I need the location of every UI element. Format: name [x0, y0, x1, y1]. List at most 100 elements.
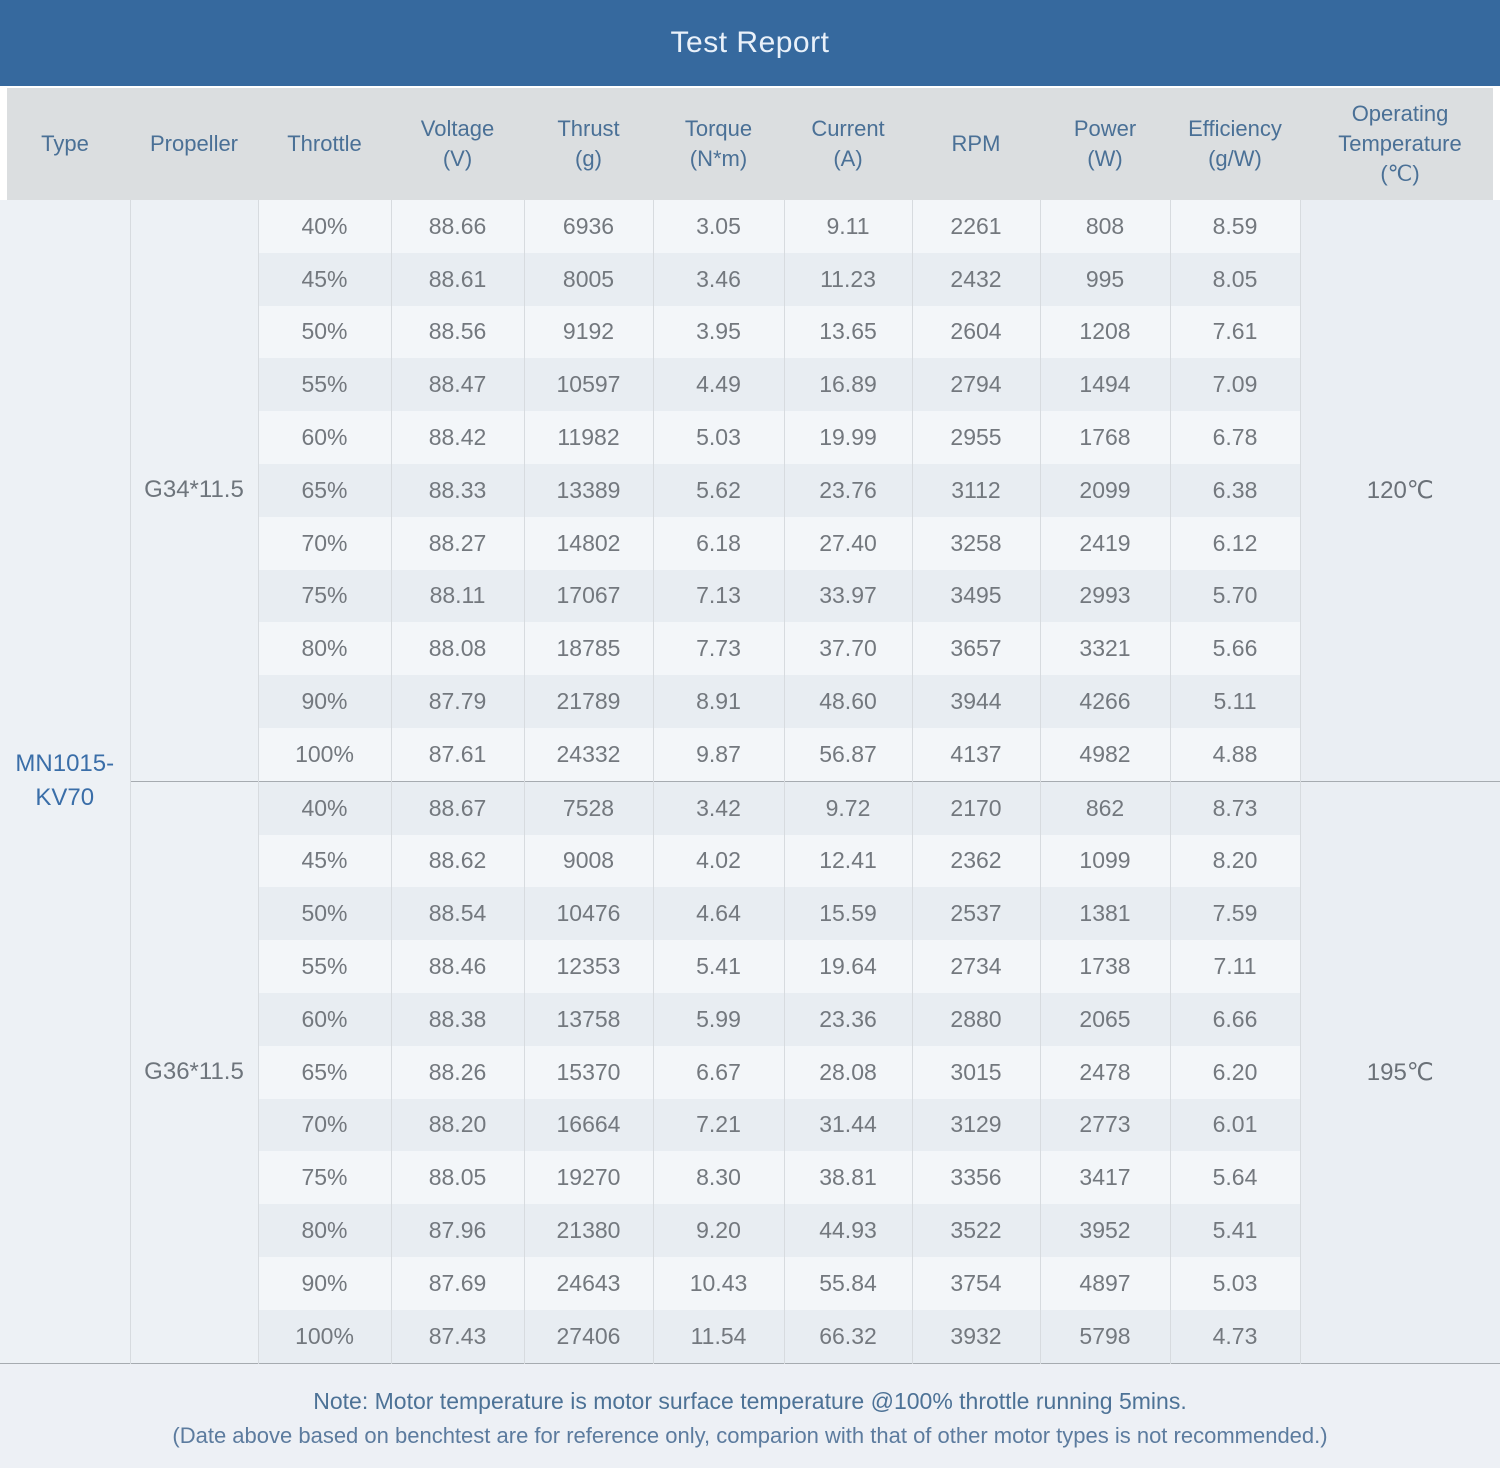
torque-cell: 5.41 — [652, 940, 784, 993]
current-cell: 23.76 — [783, 463, 912, 517]
thrust-cell: 21380 — [523, 1204, 653, 1257]
efficiency-cell: 7.59 — [1169, 887, 1300, 941]
power-cell: 2773 — [1039, 1098, 1170, 1152]
throttle-cell: 80% — [257, 1204, 391, 1257]
col-header-power: Power (W) — [1040, 88, 1170, 200]
throttle-cell: 50% — [257, 887, 391, 941]
table-row: 65% 88.33 13389 5.62 23.76 3112 2099 6.38 — [0, 463, 1500, 517]
throttle-cell: 75% — [257, 1151, 391, 1205]
torque-cell: 6.18 — [652, 516, 784, 570]
thrust-cell: 9192 — [523, 305, 653, 359]
torque-cell: 3.95 — [652, 305, 784, 359]
torque-cell: 7.21 — [652, 1098, 784, 1152]
torque-cell: 4.49 — [652, 358, 784, 412]
efficiency-cell: 8.59 — [1169, 200, 1300, 253]
rpm-cell: 3932 — [911, 1309, 1040, 1364]
thrust-cell: 19270 — [523, 1151, 653, 1205]
thrust-cell: 13389 — [523, 463, 653, 517]
thrust-cell: 17067 — [523, 569, 653, 623]
current-cell: 31.44 — [783, 1098, 912, 1152]
efficiency-cell: 5.11 — [1169, 675, 1300, 728]
efficiency-cell: 5.66 — [1169, 622, 1300, 676]
throttle-cell: 40% — [257, 200, 391, 253]
torque-cell: 3.05 — [652, 200, 784, 253]
current-cell: 9.72 — [783, 780, 912, 835]
current-cell: 23.36 — [783, 992, 912, 1046]
current-cell: 66.32 — [783, 1309, 912, 1364]
table-row: 90% 87.79 21789 8.91 48.60 3944 4266 5.11 — [0, 675, 1500, 728]
efficiency-cell: 7.61 — [1169, 305, 1300, 359]
current-cell: 44.93 — [783, 1204, 912, 1257]
efficiency-cell: 6.12 — [1169, 516, 1300, 570]
col-header-label: Voltage — [420, 116, 495, 141]
operating-temperature-cell: 120℃ — [1299, 200, 1500, 782]
voltage-cell: 88.27 — [390, 516, 524, 570]
throttle-cell: 40% — [257, 780, 391, 835]
torque-cell: 6.67 — [652, 1045, 784, 1099]
voltage-cell: 87.61 — [390, 727, 524, 782]
rpm-cell: 2794 — [911, 358, 1040, 412]
efficiency-cell: 6.66 — [1169, 992, 1300, 1046]
voltage-cell: 88.61 — [390, 252, 524, 306]
voltage-cell: 88.62 — [390, 834, 524, 888]
footer-notes: Note: Motor temperature is motor surface… — [0, 1363, 1500, 1468]
power-cell: 4982 — [1039, 727, 1170, 782]
rpm-cell: 2604 — [911, 305, 1040, 359]
propeller-cell: G36*11.5 — [129, 780, 258, 1364]
voltage-cell: 88.20 — [390, 1098, 524, 1152]
note-line-1: Note: Motor temperature is motor surface… — [313, 1387, 1187, 1414]
col-header-label: Thrust — [557, 116, 620, 141]
rpm-cell: 3657 — [911, 622, 1040, 676]
table-row: 65% 88.26 15370 6.67 28.08 3015 2478 6.20 — [0, 1045, 1500, 1099]
voltage-cell: 87.79 — [390, 675, 524, 728]
voltage-cell: 88.66 — [390, 200, 524, 253]
report-table-body: MN1015- KV70 G34*11.5 40% 88.66 6936 3.05 9.11 2… — [0, 200, 1500, 1364]
throttle-cell: 60% — [257, 411, 391, 464]
col-header-type: Type — [0, 88, 130, 200]
col-header-unit: (W) — [1087, 146, 1123, 171]
efficiency-cell: 5.03 — [1169, 1256, 1300, 1310]
torque-cell: 5.62 — [652, 463, 784, 517]
voltage-cell: 88.54 — [390, 887, 524, 941]
table-row: 55% 88.47 10597 4.49 16.89 2794 1494 7.09 — [0, 358, 1500, 412]
torque-cell: 9.20 — [652, 1204, 784, 1257]
rpm-cell: 2734 — [911, 940, 1040, 993]
current-cell: 15.59 — [783, 887, 912, 941]
col-header-rpm: RPM — [912, 88, 1040, 200]
current-cell: 38.81 — [783, 1151, 912, 1205]
col-header-torque: Torque (N*m) — [653, 88, 784, 200]
current-cell: 12.41 — [783, 834, 912, 888]
rpm-cell: 2170 — [911, 780, 1040, 835]
table-row: 100% 87.43 27406 11.54 66.32 3932 5798 4.73 — [0, 1309, 1500, 1364]
power-cell: 995 — [1039, 252, 1170, 306]
thrust-cell: 16664 — [523, 1098, 653, 1152]
voltage-cell: 88.47 — [390, 358, 524, 412]
table-row: 70% 88.27 14802 6.18 27.40 3258 2419 6.12 — [0, 516, 1500, 570]
efficiency-cell: 5.70 — [1169, 569, 1300, 623]
voltage-cell: 88.33 — [390, 463, 524, 517]
power-cell: 1738 — [1039, 940, 1170, 993]
power-cell: 808 — [1039, 200, 1170, 253]
power-cell: 862 — [1039, 780, 1170, 835]
col-header-unit: (V) — [442, 146, 473, 171]
table-row: 70% 88.20 16664 7.21 31.44 3129 2773 6.01 — [0, 1098, 1500, 1152]
throttle-cell: 45% — [257, 252, 391, 306]
throttle-cell: 70% — [257, 1098, 391, 1152]
efficiency-cell: 6.38 — [1169, 463, 1300, 517]
power-cell: 3952 — [1039, 1204, 1170, 1257]
voltage-cell: 87.96 — [390, 1204, 524, 1257]
table-row: 60% 88.42 11982 5.03 19.99 2955 1768 6.78 — [0, 411, 1500, 464]
throttle-cell: 80% — [257, 622, 391, 676]
table-row: 100% 87.61 24332 9.87 56.87 4137 4982 4.88 — [0, 727, 1500, 782]
voltage-cell: 88.56 — [390, 305, 524, 359]
col-header-label: Efficiency — [1188, 116, 1282, 141]
rpm-cell: 3129 — [911, 1098, 1040, 1152]
rpm-cell: 2880 — [911, 992, 1040, 1046]
col-header-throttle: Throttle — [258, 88, 391, 200]
table-row: 80% 87.96 21380 9.20 44.93 3522 3952 5.41 — [0, 1204, 1500, 1257]
throttle-cell: 90% — [257, 1256, 391, 1310]
col-header-thrust: Thrust (g) — [524, 88, 653, 200]
throttle-cell: 50% — [257, 305, 391, 359]
power-cell: 2065 — [1039, 992, 1170, 1046]
power-cell: 2419 — [1039, 516, 1170, 570]
